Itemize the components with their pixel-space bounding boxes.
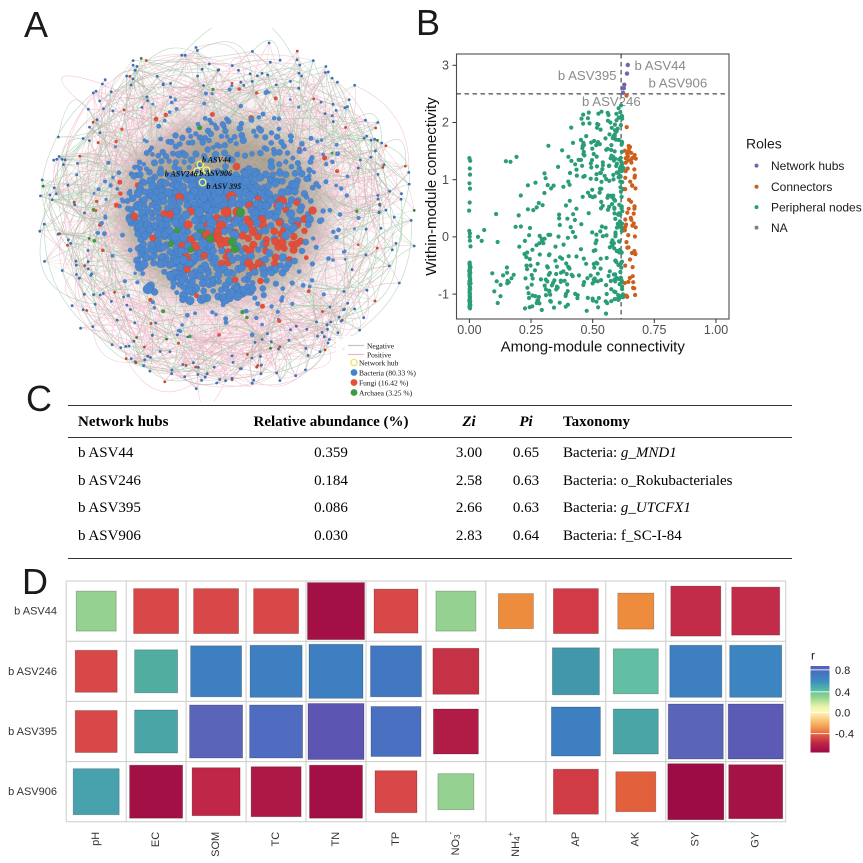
svg-text:0.0: 0.0 bbox=[835, 708, 850, 720]
svg-text:Bacteria (80.33 %): Bacteria (80.33 %) bbox=[359, 369, 416, 378]
svg-text:b ASV246: b ASV246 bbox=[582, 94, 641, 109]
svg-text:1: 1 bbox=[442, 173, 449, 187]
svg-text:Roles: Roles bbox=[746, 136, 782, 152]
svg-text:SY: SY bbox=[690, 831, 702, 846]
svg-text:0: 0 bbox=[442, 230, 449, 244]
svg-text:Negative: Negative bbox=[367, 342, 395, 351]
svg-text:r: r bbox=[811, 649, 815, 663]
svg-text:b ASV395: b ASV395 bbox=[8, 726, 57, 738]
svg-text:NA: NA bbox=[771, 221, 788, 235]
svg-text:Network hubs: Network hubs bbox=[771, 159, 844, 173]
svg-text:b ASV246: b ASV246 bbox=[165, 170, 198, 179]
svg-text:-0.4: -0.4 bbox=[835, 729, 854, 741]
svg-text:0.4: 0.4 bbox=[835, 687, 850, 699]
svg-text:Among-module connectivity: Among-module connectivity bbox=[501, 339, 686, 356]
svg-text:b ASV44: b ASV44 bbox=[202, 156, 231, 165]
svg-text:2: 2 bbox=[442, 116, 449, 130]
svg-text:EC: EC bbox=[150, 832, 162, 847]
svg-text:Archaea (3.25 %): Archaea (3.25 %) bbox=[359, 389, 413, 398]
svg-text:-1: -1 bbox=[438, 287, 449, 301]
svg-text:b ASV44: b ASV44 bbox=[14, 606, 57, 618]
svg-text:Fungi (16.42 %): Fungi (16.42 %) bbox=[359, 379, 409, 388]
svg-text:0.50: 0.50 bbox=[581, 323, 605, 337]
svg-text:NO3-: NO3- bbox=[446, 831, 462, 855]
svg-text:AK: AK bbox=[630, 831, 642, 846]
svg-text:SOM: SOM bbox=[210, 832, 222, 857]
svg-text:b ASV906: b ASV906 bbox=[8, 786, 57, 798]
svg-text:b ASV395: b ASV395 bbox=[558, 68, 617, 83]
svg-text:Positive: Positive bbox=[367, 351, 392, 360]
svg-text:TP: TP bbox=[390, 832, 402, 846]
svg-text:b ASV906: b ASV906 bbox=[649, 76, 708, 91]
svg-text:Connectors: Connectors bbox=[771, 180, 832, 194]
svg-text:GY: GY bbox=[750, 831, 762, 848]
svg-text:0.25: 0.25 bbox=[519, 323, 543, 337]
svg-text:0.00: 0.00 bbox=[457, 323, 481, 337]
svg-text:0.8: 0.8 bbox=[835, 665, 850, 677]
svg-text:1.00: 1.00 bbox=[704, 323, 728, 337]
svg-text:b ASV44: b ASV44 bbox=[635, 58, 686, 73]
svg-text:b ASV 395: b ASV 395 bbox=[207, 182, 242, 191]
svg-text:3: 3 bbox=[442, 59, 449, 73]
svg-text:Within-module connectivity: Within-module connectivity bbox=[423, 97, 440, 276]
svg-text:Network hub: Network hub bbox=[359, 359, 399, 368]
svg-text:b ASV906: b ASV906 bbox=[199, 169, 232, 178]
svg-text:NH4+: NH4+ bbox=[506, 831, 522, 856]
svg-text:Peripheral nodes: Peripheral nodes bbox=[771, 200, 862, 214]
svg-text:AP: AP bbox=[570, 832, 582, 847]
svg-text:b ASV246: b ASV246 bbox=[8, 666, 57, 678]
svg-text:0.75: 0.75 bbox=[642, 323, 666, 337]
svg-text:pH: pH bbox=[90, 832, 102, 846]
svg-text:TC: TC bbox=[270, 832, 282, 847]
svg-text:TN: TN bbox=[330, 832, 342, 847]
